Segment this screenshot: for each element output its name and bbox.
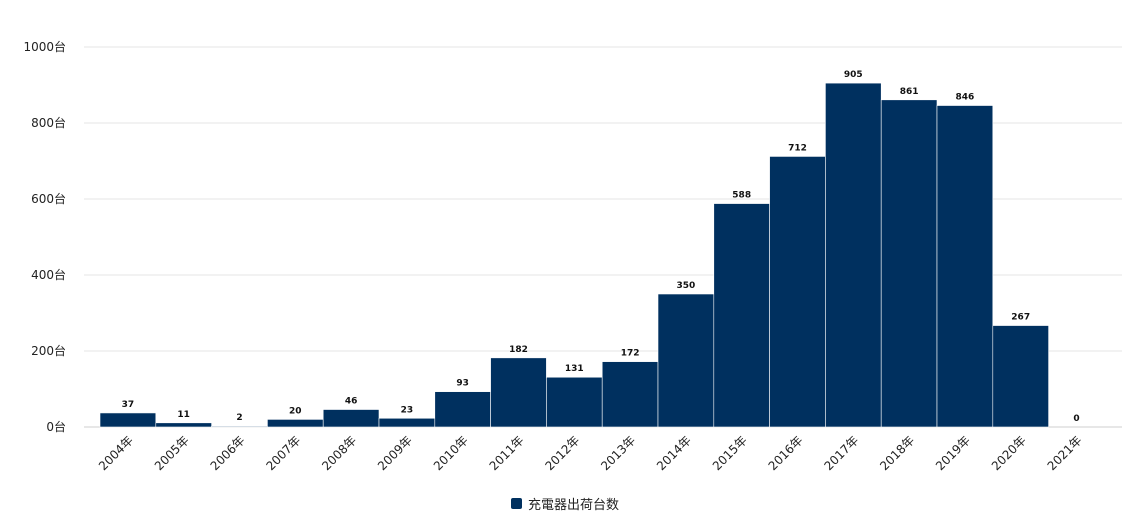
data-label: 712 [788,143,807,153]
data-label: 846 [956,93,975,103]
bar[interactable] [434,391,491,428]
legend[interactable]: 充電器出荷台数 [0,494,1130,513]
y-tick-label: 1000台 [23,39,66,54]
data-label: 2 [236,413,242,423]
y-tick-label: 200台 [31,343,66,358]
data-label: 905 [844,70,863,80]
x-tick-label: 2012年 [542,433,582,473]
bar[interactable] [211,425,268,428]
bar[interactable] [936,105,994,428]
y-tick-label: 400台 [31,267,66,282]
x-tick-label: 2009年 [375,433,415,473]
data-labels: 37 11 2 20 46 23 93 182 131 172 350 588 712 905 861 846… [122,70,1080,424]
bar[interactable] [601,361,659,428]
y-axis-ticks: 0台 200台 400台 600台 800台 1000台 [23,39,66,434]
legend-swatch [510,498,522,509]
bar[interactable] [546,376,603,428]
data-label: 350 [677,281,696,291]
x-tick-label: 2014年 [654,433,694,473]
x-tick-label: 2011年 [487,433,527,473]
x-tick-label: 2010年 [431,433,471,473]
x-tick-label: 2016年 [766,433,806,473]
y-tick-label: 0台 [46,419,66,434]
bar[interactable] [267,419,324,428]
legend-label: 充電器出荷台数 [527,498,619,513]
data-label: 172 [621,349,640,359]
x-tick-label: 2004年 [96,433,136,473]
bar-chart: 37 11 2 20 46 23 93 182 131 172 350 588 712 905 861 846… [23,39,1122,473]
data-label: 37 [122,400,135,410]
data-label: 182 [509,345,528,355]
x-tick-label: 2008年 [319,433,359,473]
bar[interactable] [155,422,212,428]
data-label: 20 [289,406,302,416]
bar[interactable] [769,156,826,428]
y-tick-label: 600台 [31,191,66,206]
bar[interactable] [825,82,882,428]
data-label: 267 [1011,313,1030,323]
data-label: 46 [345,397,358,407]
x-tick-label: 2019年 [933,433,973,473]
x-tick-label: 2021年 [1045,433,1085,473]
data-label: 11 [177,410,190,420]
x-tick-label: 2015年 [710,433,750,473]
x-tick-label: 2013年 [598,433,638,473]
bars [99,82,1049,428]
y-tick-label: 800台 [31,115,66,130]
data-label: 131 [565,364,584,374]
data-label: 0 [1073,414,1079,424]
bar[interactable] [880,99,938,428]
x-tick-label: 2018年 [877,433,917,473]
data-label: 861 [900,87,919,97]
x-tick-label: 2020年 [989,433,1029,473]
x-axis-ticks: 2004年 2005年 2006年 2007年 2008年 2009年 2010年 2011年… [96,433,1085,473]
bar[interactable] [657,293,715,428]
bar[interactable] [992,325,1049,428]
x-tick-label: 2007年 [263,433,303,473]
data-label: 93 [456,379,469,389]
data-label: 23 [401,405,414,415]
bar[interactable] [378,417,436,428]
x-tick-label: 2005年 [152,433,192,473]
bar[interactable] [322,409,380,428]
x-tick-label: 2017年 [821,433,861,473]
bar[interactable] [713,203,770,428]
bar[interactable] [490,357,547,428]
bar[interactable] [99,412,157,428]
data-label: 588 [732,191,751,201]
x-tick-label: 2006年 [208,433,248,473]
